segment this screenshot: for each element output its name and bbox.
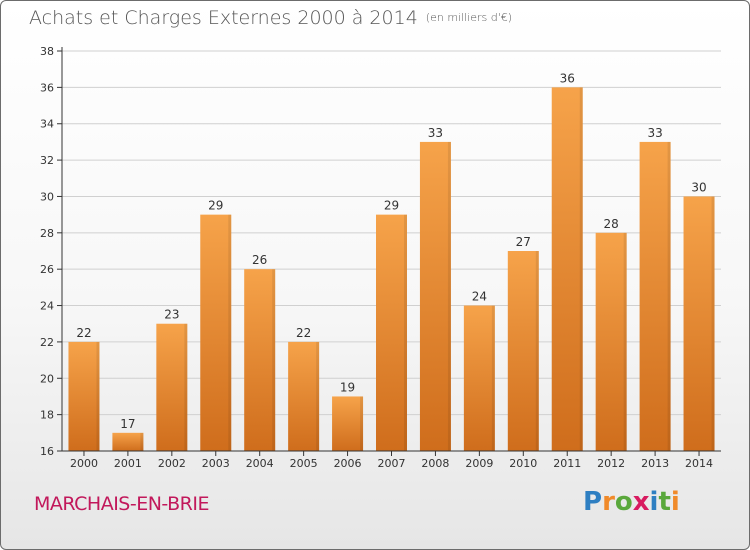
bar-shade — [96, 341, 100, 451]
logo-letter: t — [658, 487, 671, 517]
logo-letter: P — [583, 487, 603, 517]
bar-shade — [272, 269, 276, 451]
y-tick-label: 24 — [40, 300, 54, 313]
x-tick-label: 2000 — [70, 457, 98, 470]
data-label: 23 — [164, 308, 179, 322]
data-label: 33 — [428, 126, 443, 140]
bar-shade — [228, 214, 232, 451]
bar-2008 — [419, 141, 451, 451]
y-tick-label: 30 — [40, 190, 54, 203]
y-tick-label: 28 — [40, 227, 54, 240]
bar-shade — [184, 323, 188, 451]
logo-letter: i — [649, 487, 659, 517]
x-tick-label: 2006 — [334, 457, 362, 470]
y-tick-label: 32 — [40, 154, 54, 167]
x-tick-label: 2004 — [246, 457, 274, 470]
data-label: 29 — [208, 199, 223, 213]
bar-2013 — [639, 141, 671, 451]
bar-shade — [535, 251, 539, 451]
data-label: 28 — [604, 217, 619, 231]
x-tick-label: 2011 — [553, 457, 581, 470]
data-label: 24 — [472, 290, 487, 304]
bar-shade — [360, 396, 364, 451]
logo-letter: x — [632, 487, 650, 517]
bars — [68, 87, 715, 451]
bar-shade — [711, 196, 715, 451]
x-tick-label: 2013 — [641, 457, 669, 470]
bar-2004 — [244, 269, 276, 451]
x-tick-label: 2008 — [421, 457, 449, 470]
data-labels: 22 17 23 29 26 22 19 29 33 24 27 36 28 33 30 — [76, 71, 706, 430]
town-name: MARCHAIS-EN-BRIE — [34, 493, 209, 515]
proxiti-logo: Proxiti — [583, 487, 680, 517]
data-label: 22 — [296, 326, 311, 340]
bar-shade — [140, 432, 144, 451]
y-tick-label: 26 — [40, 263, 54, 276]
logo-letter: r — [602, 487, 615, 517]
bar-2007 — [376, 214, 407, 451]
x-tick-label: 2012 — [597, 457, 625, 470]
logo-letter: i — [670, 487, 680, 517]
x-tick-label: 2001 — [114, 457, 142, 470]
data-label: 30 — [691, 180, 706, 194]
x-tick-label: 2009 — [465, 457, 493, 470]
data-label: 36 — [560, 71, 575, 85]
y-tick-label: 22 — [40, 336, 54, 349]
chart-subtitle: (en milliers d'€) — [425, 11, 513, 24]
bar-2003 — [200, 214, 232, 451]
bar-shade — [491, 305, 495, 451]
chart-title-text: Achats et Charges Externes 2000 à 2014 — [29, 7, 418, 29]
x-tick-label: 2010 — [509, 457, 537, 470]
y-tick-label: 34 — [40, 118, 54, 131]
x-tick-label: 2014 — [685, 457, 713, 470]
bar-2001 — [112, 432, 144, 451]
axes: 16 18 20 22 24 26 28 30 32 34 36 38 2000 2001 2002 2003… — [40, 45, 721, 470]
y-tick-label: 38 — [40, 45, 54, 58]
data-label: 17 — [120, 417, 135, 431]
bar-2002 — [156, 323, 188, 451]
data-label: 26 — [252, 253, 267, 267]
bar-shade — [447, 141, 451, 451]
bar-shade — [667, 141, 671, 451]
y-tick-label: 36 — [40, 81, 54, 94]
bar-shade — [579, 87, 583, 451]
x-tick-label: 2005 — [290, 457, 318, 470]
data-label: 29 — [384, 199, 399, 213]
bar-2000 — [68, 341, 100, 451]
bar-2011 — [551, 87, 583, 451]
bar-shade — [316, 341, 320, 451]
x-tick-label: 2002 — [158, 457, 186, 470]
data-label: 22 — [76, 326, 91, 340]
chart-title: Achats et Charges Externes 2000 à 2014 (e… — [29, 7, 512, 29]
bar-2010 — [507, 251, 539, 451]
bar-shade — [404, 214, 407, 451]
y-tick-label: 16 — [40, 445, 54, 458]
bar-2012 — [595, 232, 627, 451]
y-tick-label: 20 — [40, 372, 54, 385]
bar-2005 — [288, 341, 320, 451]
bar-2014 — [683, 196, 715, 451]
y-tick-label: 18 — [40, 409, 54, 422]
logo-letter: o — [614, 487, 633, 517]
bar-2006 — [332, 396, 364, 451]
bar-shade — [623, 232, 627, 451]
x-tick-label: 2003 — [202, 457, 230, 470]
x-tick-label: 2007 — [378, 457, 406, 470]
data-label: 27 — [516, 235, 531, 249]
bar-2009 — [463, 305, 495, 451]
data-label: 33 — [647, 126, 662, 140]
data-label: 19 — [340, 380, 355, 394]
